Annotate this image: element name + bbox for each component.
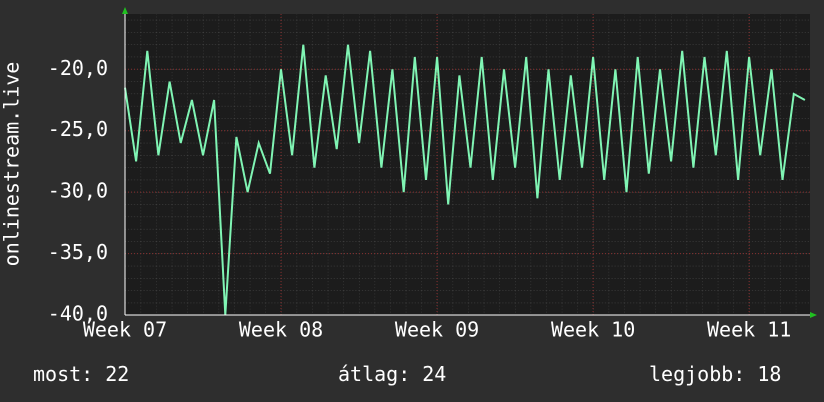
stat: legjobb: 18 [649, 362, 781, 386]
y-tick-label: -40,0 [48, 302, 108, 326]
stat-value: 18 [757, 362, 781, 386]
stat-value: 22 [105, 362, 129, 386]
y-tick-label: -30,0 [48, 179, 108, 203]
y-arrow [122, 7, 128, 14]
minor-grid [125, 14, 810, 315]
x-tick-label: Week 08 [239, 318, 323, 342]
stat: most: 22 [33, 362, 129, 386]
x-tick-label: Week 10 [551, 318, 635, 342]
x-tick-label: Week 09 [395, 318, 479, 342]
x-arrow [810, 312, 817, 318]
stat-label: legjobb: [649, 362, 745, 386]
x-tick-label: Week 11 [707, 318, 791, 342]
y-axis-label: onlinestream.live [0, 62, 24, 267]
stat-label: átlag: [338, 362, 410, 386]
y-tick-label: -35,0 [48, 240, 108, 264]
y-tick-label: -20,0 [48, 56, 108, 80]
x-tick-label: Week 07 [83, 318, 167, 342]
y-tick-label: -25,0 [48, 117, 108, 141]
data-line [124, 44, 806, 316]
stat: átlag: 24 [338, 362, 446, 386]
stat-label: most: [33, 362, 93, 386]
stat-value: 24 [422, 362, 446, 386]
stats: most: 22 átlag: 24 legjobb: 18 [33, 362, 781, 386]
